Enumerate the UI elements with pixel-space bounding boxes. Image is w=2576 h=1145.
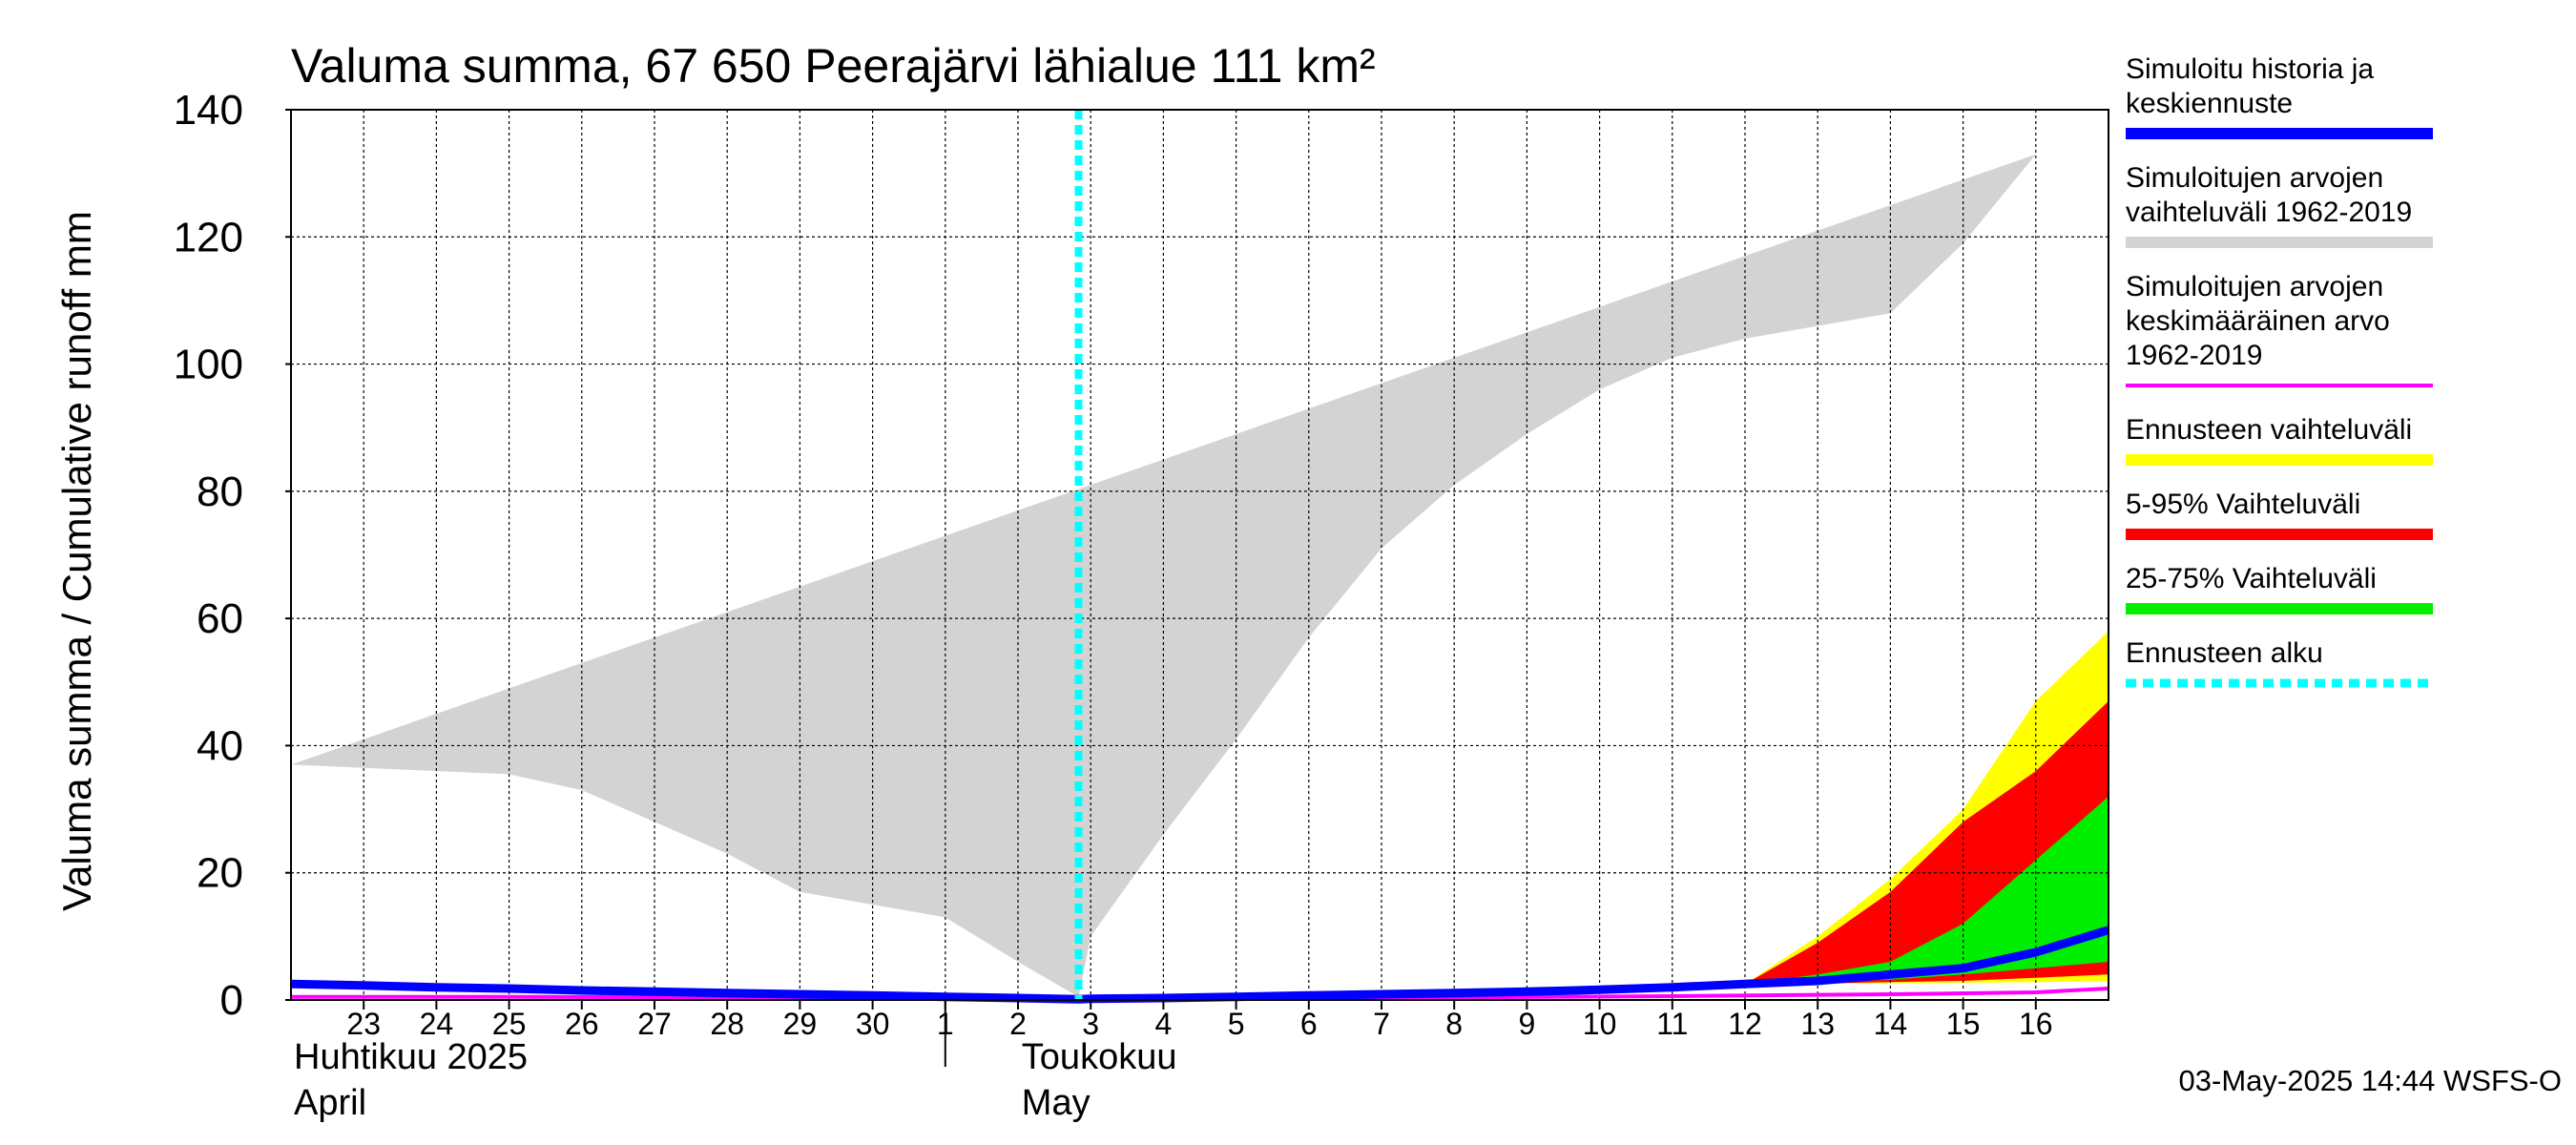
history-median-line	[290, 926, 2110, 1004]
x-tick-label: 24	[420, 1007, 454, 1041]
legend-label: Simuloitu historia ja	[2126, 53, 2374, 85]
legend-label: keskiennuste	[2126, 88, 2293, 119]
month-label-en: May	[1022, 1083, 1091, 1123]
y-tick-label: 20	[197, 850, 243, 897]
plot-frame	[290, 109, 2109, 1001]
x-axis: 23 24 25 26 27 28 29 30 1 2 3 4 5 6 7 8 9 10 11 12 13 14 15 16H…	[294, 1000, 2053, 1123]
x-tick-label: 29	[783, 1007, 818, 1041]
x-tick-label: 15	[1946, 1007, 1981, 1041]
legend-label: Simuloitujen arvojen	[2126, 162, 2383, 194]
legend-label: keskimääräinen arvo	[2126, 305, 2390, 337]
x-tick-label: 28	[710, 1007, 744, 1041]
x-tick-label: 10	[1583, 1007, 1617, 1041]
x-tick-label: 26	[565, 1007, 599, 1041]
month-label-fi: Toukokuu	[1022, 1037, 1177, 1077]
series-lines	[290, 110, 2110, 1004]
x-tick-label: 2	[1009, 1007, 1027, 1041]
x-tick-label: 3	[1082, 1007, 1099, 1041]
y-tick-label: 40	[197, 722, 243, 769]
legend-label: Simuloitujen arvojen	[2126, 271, 2383, 302]
timestamp-footer: 03-May-2025 14:44 WSFS-O	[2179, 1064, 2562, 1097]
y-axis-label: Valuma summa / Cumulative runoff mm	[54, 211, 99, 911]
legend-label: 5-95% Vaihteluväli	[2126, 489, 2360, 520]
x-tick-label: 7	[1373, 1007, 1390, 1041]
chart-title: Valuma summa, 67 650 Peerajärvi lähialue…	[291, 39, 1376, 93]
y-tick-label: 0	[220, 977, 243, 1024]
legend-label: vaihteluväli 1962-2019	[2126, 197, 2412, 228]
legend-label: 1962-2019	[2126, 340, 2262, 371]
x-tick-label: 11	[1656, 1007, 1688, 1041]
legend-label: Ennusteen vaihteluväli	[2126, 414, 2412, 446]
x-tick-label: 9	[1519, 1007, 1536, 1041]
y-tick-label: 140	[174, 87, 243, 134]
x-tick-label: 13	[1800, 1007, 1835, 1041]
month-label-en: April	[294, 1083, 366, 1123]
x-tick-label: 12	[1728, 1007, 1762, 1041]
plot-border	[290, 109, 2109, 1001]
y-tick-label: 120	[174, 214, 243, 260]
month-label-fi: Huhtikuu 2025	[294, 1037, 528, 1077]
x-tick-label: 23	[346, 1007, 381, 1041]
legend-label: Ennusteen alku	[2126, 637, 2323, 669]
y-tick-label: 80	[197, 468, 243, 515]
y-tick-label: 100	[174, 342, 243, 388]
x-tick-label: 14	[1874, 1007, 1908, 1041]
x-tick-label: 27	[637, 1007, 672, 1041]
x-tick-label: 8	[1445, 1007, 1463, 1041]
x-tick-label: 30	[856, 1007, 890, 1041]
legend-label: 25-75% Vaihteluväli	[2126, 563, 2377, 594]
y-tick-label: 60	[197, 595, 243, 642]
chart-areas	[291, 154, 2109, 997]
y-axis: 0 20 40 60 80 100 120 140	[174, 87, 291, 1024]
x-tick-label: 4	[1155, 1007, 1173, 1041]
x-tick-label: 5	[1228, 1007, 1245, 1041]
x-tick-label: 25	[492, 1007, 527, 1041]
x-tick-label: 6	[1300, 1007, 1318, 1041]
x-tick-label: 16	[2019, 1007, 2053, 1041]
p25-75-range-area	[1745, 796, 2109, 985]
